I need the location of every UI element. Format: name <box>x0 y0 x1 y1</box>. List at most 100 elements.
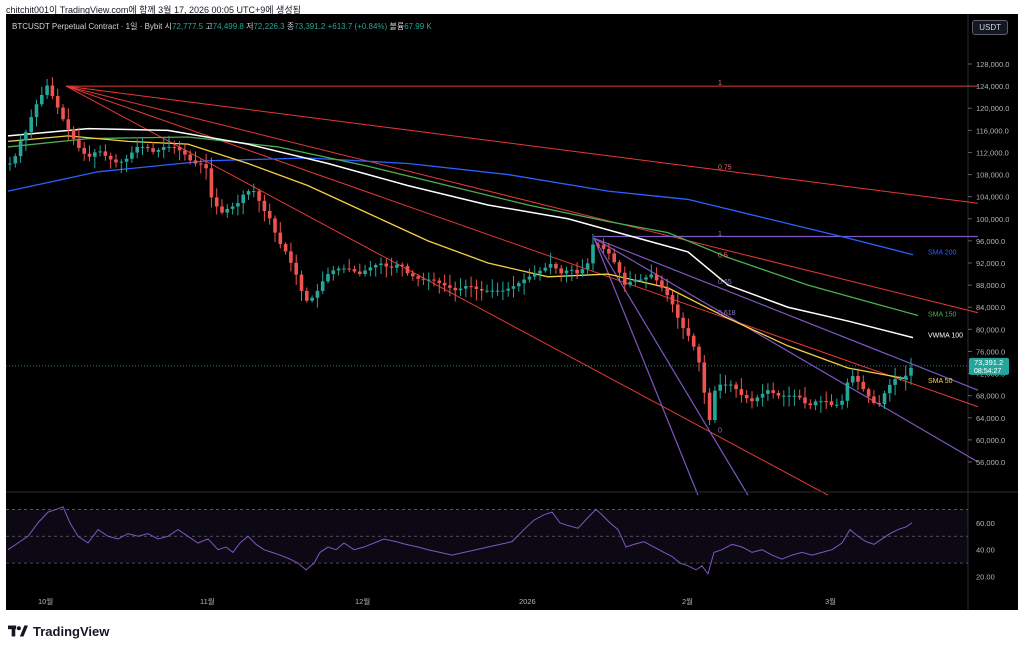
candle-body[interactable] <box>638 279 643 281</box>
candle-body[interactable] <box>421 278 426 280</box>
candle-body[interactable] <box>352 269 357 272</box>
candle-body[interactable] <box>262 200 267 212</box>
candle-body[interactable] <box>506 288 510 291</box>
candle-body[interactable] <box>723 384 728 386</box>
candle-body[interactable] <box>183 150 187 155</box>
candle-body[interactable] <box>760 393 765 398</box>
candle-body[interactable] <box>495 290 500 292</box>
candle-body[interactable] <box>856 376 860 382</box>
candle-body[interactable] <box>214 197 219 207</box>
candle-body[interactable] <box>729 384 733 386</box>
candle-body[interactable] <box>713 390 717 420</box>
candle-body[interactable] <box>861 381 866 390</box>
candle-body[interactable] <box>564 270 569 274</box>
chart-panel[interactable]: BTCUSDT Perpetual Contract · 1일 · Bybit … <box>6 14 1018 610</box>
candle-body[interactable] <box>607 248 611 254</box>
candle-body[interactable] <box>61 107 65 120</box>
candle-body[interactable] <box>824 401 828 403</box>
candle-body[interactable] <box>554 263 558 269</box>
candle-body[interactable] <box>405 266 410 274</box>
candle-body[interactable] <box>252 191 256 193</box>
fan-line[interactable] <box>65 85 979 408</box>
candle-body[interactable] <box>379 263 383 265</box>
candle-body[interactable] <box>442 282 447 286</box>
candle-body[interactable] <box>532 273 537 277</box>
candle-body[interactable] <box>437 280 442 283</box>
candle-body[interactable] <box>845 382 850 401</box>
candle-body[interactable] <box>416 276 420 279</box>
candle-body[interactable] <box>893 379 897 385</box>
candle-body[interactable] <box>29 117 33 133</box>
candle-body[interactable] <box>156 150 161 152</box>
sma50-line[interactable] <box>7 135 909 380</box>
candle-body[interactable] <box>140 146 145 148</box>
candle-body[interactable] <box>776 393 781 396</box>
candle-body[interactable] <box>18 140 23 157</box>
candle-body[interactable] <box>347 268 351 270</box>
candle-body[interactable] <box>193 160 198 164</box>
candle-body[interactable] <box>199 163 203 165</box>
candle-body[interactable] <box>124 158 129 162</box>
candle-body[interactable] <box>681 317 685 329</box>
candle-body[interactable] <box>225 208 230 213</box>
candle-body[interactable] <box>98 151 102 153</box>
candle-body[interactable] <box>633 279 638 282</box>
candle-body[interactable] <box>522 279 526 284</box>
candle-body[interactable] <box>628 281 632 285</box>
candle-body[interactable] <box>702 362 707 393</box>
candle-body[interactable] <box>511 286 516 289</box>
candle-body[interactable] <box>273 218 277 233</box>
candle-body[interactable] <box>797 395 802 398</box>
candle-body[interactable] <box>453 287 457 291</box>
candle-body[interactable] <box>66 119 71 130</box>
candle-body[interactable] <box>617 262 622 273</box>
candle-body[interactable] <box>501 290 505 292</box>
candle-body[interactable] <box>601 244 606 249</box>
candle-body[interactable] <box>755 397 760 402</box>
candle-body[interactable] <box>13 156 18 164</box>
candle-body[interactable] <box>660 280 664 288</box>
candle-body[interactable] <box>612 253 616 263</box>
candle-body[interactable] <box>310 297 314 301</box>
candle-body[interactable] <box>77 138 81 148</box>
candle-body[interactable] <box>267 211 272 219</box>
candle-body[interactable] <box>517 283 521 287</box>
candle-body[interactable] <box>829 401 834 405</box>
candle-body[interactable] <box>50 85 55 96</box>
candle-body[interactable] <box>448 285 452 288</box>
candle-body[interactable] <box>373 264 378 268</box>
candle-body[interactable] <box>649 274 654 278</box>
fib-fan-line[interactable] <box>593 237 979 391</box>
candle-body[interactable] <box>119 161 124 163</box>
candle-body[interactable] <box>623 272 627 285</box>
candle-body[interactable] <box>103 151 108 156</box>
candle-body[interactable] <box>172 146 177 148</box>
candle-body[interactable] <box>114 159 118 163</box>
candle-body[interactable] <box>241 194 245 204</box>
candle-body[interactable] <box>469 286 473 288</box>
candle-body[interactable] <box>204 164 208 169</box>
candle-body[interactable] <box>236 203 240 207</box>
candle-body[interactable] <box>718 384 722 391</box>
candle-body[interactable] <box>771 390 775 394</box>
candle-body[interactable] <box>40 94 44 105</box>
candle-body[interactable] <box>71 129 76 139</box>
candle-body[interactable] <box>358 271 362 274</box>
candle-body[interactable] <box>474 286 479 289</box>
rsi-line[interactable] <box>7 506 913 576</box>
candle-body[interactable] <box>888 384 892 394</box>
fan-line[interactable] <box>65 85 979 314</box>
candle-body[interactable] <box>882 393 887 405</box>
candle-body[interactable] <box>739 389 744 396</box>
candle-body[interactable] <box>130 152 134 159</box>
candle-body[interactable] <box>559 268 563 274</box>
fib-fan-line[interactable] <box>593 237 699 496</box>
candle-body[interactable] <box>707 392 712 420</box>
candle-body[interactable] <box>167 146 171 148</box>
candle-body[interactable] <box>580 269 585 274</box>
currency-button[interactable]: USDT <box>972 20 1008 35</box>
fan-line[interactable] <box>65 85 979 204</box>
candle-body[interactable] <box>177 147 182 151</box>
candle-body[interactable] <box>389 266 394 268</box>
candle-body[interactable] <box>299 274 304 291</box>
